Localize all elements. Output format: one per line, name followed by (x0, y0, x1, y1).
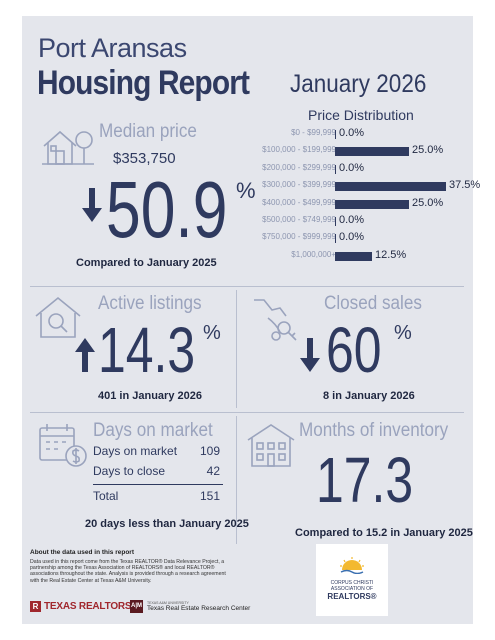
days-on-market-note: 20 days less than January 2025 (85, 518, 249, 530)
closed-sales-unit: % (394, 322, 412, 344)
tr-logo-text: TEXAS REALTORS (44, 601, 132, 612)
dom-total-value: 151 (199, 489, 220, 503)
city-name: Port Aransas (38, 33, 187, 63)
sun-icon (340, 557, 364, 574)
price-distribution-bar (335, 251, 372, 261)
closed-sales-change: 60 (326, 314, 382, 386)
price-range-label: $100,000 - $199,999 (262, 145, 336, 155)
days-on-market-title: Days on market (93, 420, 213, 441)
price-distribution-row: $750,000 - $999,999 0.0% (254, 231, 454, 245)
about-title: About the data used in this report (30, 549, 135, 556)
price-range-label: $500,000 - $749,999 (262, 215, 336, 224)
dom-row-total: Total 151 (93, 489, 220, 503)
center-name-text: Texas Real Estate Research Center (147, 605, 251, 612)
closed-sales-note: 8 in January 2026 (323, 390, 415, 402)
active-listings-change: 14.3 (98, 314, 196, 386)
dom-row-label: Days to close (93, 464, 166, 478)
median-price-change-unit: % (236, 178, 256, 203)
median-price-change: 50.9 (106, 165, 228, 254)
price-distribution-row: $500,000 - $749,999 0.0% (254, 214, 454, 228)
price-range-label: $200,000 - $299,999 (262, 162, 336, 172)
report-card (22, 16, 473, 624)
price-distribution-row: $1,000,000+ 12.5% (254, 248, 454, 263)
active-listings-unit: % (203, 322, 221, 344)
price-distribution-value: 25.0% (412, 144, 444, 157)
price-range-label: $750,000 - $999,999 (262, 232, 336, 242)
report-month: January 2026 (290, 70, 427, 98)
price-distribution-title: Price Distribution (308, 107, 414, 123)
dom-row-days-to-close: Days to close 42 (93, 464, 220, 478)
divider (236, 290, 237, 408)
assoc-line-1: CORPUS CHRISTI (330, 580, 374, 586)
median-price-value: $353,750 (113, 150, 176, 167)
down-arrow-icon (82, 188, 102, 227)
active-listings-title: Active listings (98, 293, 202, 314)
price-distribution-bar (335, 164, 336, 174)
price-distribution-value: 37.5% (449, 179, 481, 192)
house-magnifier-icon (34, 296, 82, 340)
dom-total-label: Total (93, 489, 119, 503)
price-distribution-value: 0.0% (339, 214, 365, 226)
research-center-text: TEXAS A&M UNIVERSITY Texas Real Estate R… (147, 601, 250, 612)
total-divider (93, 484, 223, 485)
price-distribution-bar (335, 199, 409, 209)
price-range-label: $400,000 - $499,999 (262, 197, 336, 207)
assoc-line-3: REALTORS® (327, 592, 377, 601)
divider (236, 416, 237, 544)
key-hand-icon (250, 296, 300, 344)
price-distribution-row: $100,000 - $199,999 25.0% (254, 144, 454, 158)
active-listings-note: 401 in January 2026 (98, 390, 202, 402)
price-distribution-bar (335, 147, 409, 157)
assoc-line-2: ASSOCIATION OF (330, 586, 374, 592)
research-center-logo: A|M TEXAS A&M UNIVERSITY Texas Real Esta… (130, 600, 250, 613)
divider (30, 412, 464, 413)
house-tree-icon (40, 124, 96, 168)
median-price-comparison: Compared to January 2025 (76, 257, 217, 269)
price-distribution-value: 25.0% (412, 196, 444, 209)
price-distribution-bar (335, 217, 336, 226)
price-distribution-row: $300,000 - $399,999 37.5% (254, 179, 480, 193)
median-price-title: Median price (99, 121, 197, 142)
price-distribution-bar (335, 234, 336, 244)
report-title: Housing Report (37, 64, 250, 102)
building-icon (246, 422, 296, 468)
center-small-text: TEXAS A&M UNIVERSITY (147, 601, 189, 605)
price-distribution-row: $0 - $99,999 0.0% (254, 127, 454, 141)
association-logo: CORPUS CHRISTI ASSOCIATION OF REALTORS® (316, 544, 388, 616)
price-range-label: $1,000,000+ (291, 249, 336, 259)
price-distribution-value: 12.5% (375, 248, 407, 261)
closed-sales-title: Closed sales (324, 293, 422, 314)
up-arrow-icon (75, 338, 95, 377)
months-inventory-title: Months of inventory (299, 420, 449, 441)
down-arrow-icon (300, 338, 320, 377)
months-inventory-value: 17.3 (316, 444, 414, 516)
price-distribution-bar (335, 182, 446, 192)
dom-row-label: Days on market (93, 444, 178, 458)
about-text: Data used in this report come from the T… (30, 559, 226, 584)
price-distribution-value: 0.0% (339, 127, 365, 139)
price-distribution-row: $400,000 - $499,999 25.0% (254, 196, 454, 211)
price-distribution-value: 0.0% (339, 161, 365, 174)
price-distribution-row: $200,000 - $299,999 0.0% (254, 161, 454, 176)
dom-row-value: 42 (206, 464, 220, 478)
price-range-label: $300,000 - $399,999 (262, 180, 336, 190)
tr-mark-icon: R (30, 601, 41, 612)
months-inventory-note: Compared to 15.2 in January 2025 (295, 527, 473, 539)
price-range-label: $0 - $99,999 (291, 128, 336, 137)
calendar-dollar-icon (38, 422, 88, 468)
dom-row-days-on-market: Days on market 109 (93, 444, 220, 458)
price-distribution-value: 0.0% (339, 231, 365, 244)
divider (30, 286, 464, 287)
tamu-mark-icon: A|M (130, 600, 143, 613)
price-distribution-bar (335, 130, 336, 139)
dom-row-value: 109 (199, 444, 220, 458)
texas-realtors-logo: R TEXAS REALTORS (30, 601, 132, 612)
